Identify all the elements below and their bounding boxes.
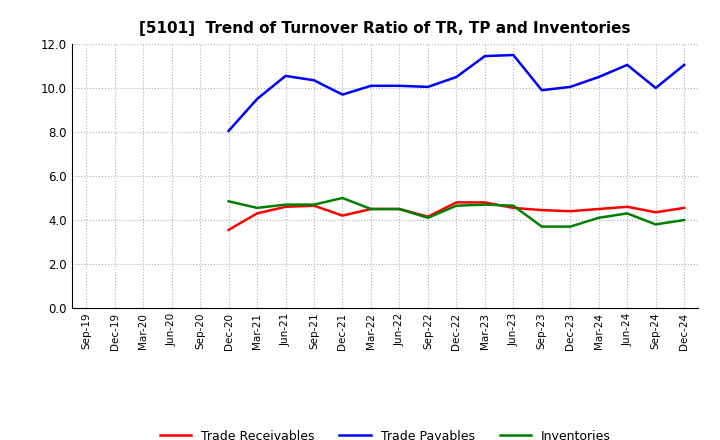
Inventories bbox=[652, 222, 660, 227]
Trade Payables bbox=[452, 74, 461, 80]
Inventories bbox=[253, 205, 261, 210]
Trade Payables bbox=[338, 92, 347, 97]
Trade Receivables bbox=[537, 207, 546, 213]
Inventories bbox=[423, 215, 432, 220]
Trade Payables bbox=[623, 62, 631, 67]
Inventories bbox=[366, 206, 375, 212]
Trade Payables bbox=[423, 84, 432, 90]
Inventories bbox=[338, 195, 347, 201]
Inventories bbox=[480, 202, 489, 207]
Trade Receivables bbox=[452, 200, 461, 205]
Trade Payables bbox=[480, 53, 489, 59]
Title: [5101]  Trend of Turnover Ratio of TR, TP and Inventories: [5101] Trend of Turnover Ratio of TR, TP… bbox=[140, 21, 631, 36]
Inventories bbox=[225, 199, 233, 204]
Trade Receivables bbox=[225, 227, 233, 232]
Trade Receivables bbox=[310, 203, 318, 209]
Inventories bbox=[537, 224, 546, 229]
Inventories bbox=[310, 202, 318, 207]
Inventories bbox=[680, 217, 688, 223]
Line: Trade Payables: Trade Payables bbox=[229, 55, 684, 131]
Trade Payables bbox=[509, 52, 518, 58]
Trade Receivables bbox=[423, 214, 432, 220]
Trade Receivables bbox=[253, 211, 261, 216]
Trade Receivables bbox=[652, 210, 660, 215]
Inventories bbox=[566, 224, 575, 229]
Trade Payables bbox=[395, 83, 404, 88]
Trade Receivables bbox=[366, 206, 375, 212]
Trade Payables bbox=[680, 62, 688, 67]
Trade Receivables bbox=[680, 205, 688, 210]
Trade Payables bbox=[253, 96, 261, 102]
Trade Receivables bbox=[509, 205, 518, 210]
Inventories bbox=[452, 203, 461, 209]
Legend: Trade Receivables, Trade Payables, Inventories: Trade Receivables, Trade Payables, Inven… bbox=[155, 425, 616, 440]
Inventories bbox=[509, 203, 518, 209]
Trade Payables bbox=[537, 88, 546, 93]
Trade Payables bbox=[310, 77, 318, 83]
Trade Receivables bbox=[623, 204, 631, 209]
Trade Payables bbox=[282, 73, 290, 78]
Inventories bbox=[395, 206, 404, 212]
Trade Payables bbox=[366, 83, 375, 88]
Trade Payables bbox=[225, 128, 233, 134]
Trade Receivables bbox=[480, 200, 489, 205]
Trade Receivables bbox=[395, 206, 404, 212]
Line: Trade Receivables: Trade Receivables bbox=[229, 202, 684, 230]
Trade Payables bbox=[652, 85, 660, 91]
Trade Payables bbox=[566, 84, 575, 90]
Inventories bbox=[282, 202, 290, 207]
Inventories bbox=[623, 211, 631, 216]
Trade Receivables bbox=[566, 209, 575, 214]
Line: Inventories: Inventories bbox=[229, 198, 684, 227]
Inventories bbox=[595, 215, 603, 220]
Trade Receivables bbox=[338, 213, 347, 218]
Trade Receivables bbox=[595, 206, 603, 212]
Trade Receivables bbox=[282, 204, 290, 209]
Trade Payables bbox=[595, 74, 603, 80]
